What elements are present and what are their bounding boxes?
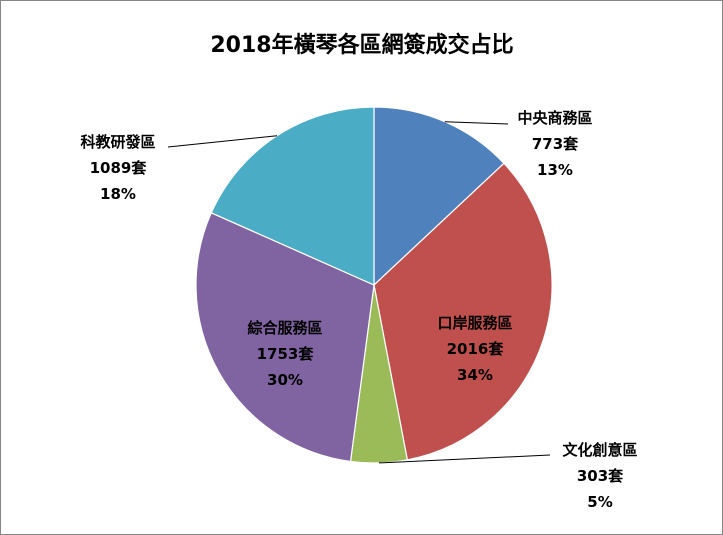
slice-value-label: 1089套 <box>90 159 148 177</box>
slice-category-label: 口岸服務區 <box>437 314 512 332</box>
leader-line <box>444 121 509 125</box>
slice-percent-label: 30% <box>267 371 303 389</box>
leader-line <box>378 454 551 464</box>
slice-category-label: 文化創意區 <box>562 441 637 459</box>
slice-category-label: 中央商務區 <box>517 109 592 127</box>
slice-category-label: 綜合服務區 <box>247 319 322 337</box>
leader-lines <box>167 121 551 464</box>
slice-percent-label: 18% <box>100 185 136 203</box>
pie-slice <box>210 106 375 286</box>
slice-percent-label: 13% <box>537 161 573 179</box>
slice-value-label: 303套 <box>577 467 624 485</box>
data-labels: 中央商務區 773套 13% 口岸服務區 2016套 34% 文化創意區 303套 5% 綜合服務… <box>80 109 637 511</box>
pie-slice <box>195 211 375 463</box>
chart-title: 2018年橫琴各區網簽成交占比 <box>210 32 513 58</box>
leader-line <box>167 135 278 148</box>
slice-percent-label: 5% <box>587 493 612 511</box>
slice-percent-label: 34% <box>457 366 493 384</box>
pie-slice <box>373 162 553 461</box>
pie-slice <box>373 106 505 287</box>
pie-slices <box>195 106 553 464</box>
slice-value-label: 773套 <box>532 135 579 153</box>
slice-category-label: 科教研發區 <box>80 133 155 151</box>
slice-value-label: 2016套 <box>447 340 505 358</box>
slice-value-label: 1753套 <box>257 345 315 363</box>
